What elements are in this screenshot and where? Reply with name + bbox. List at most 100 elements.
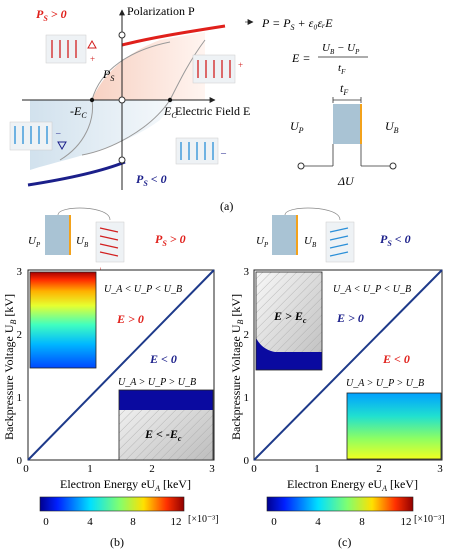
c-cbar-tick-0: 0 [271, 516, 277, 528]
b-cbar-tick-0: 0 [43, 516, 49, 528]
panel-c: – UP UB PS < 0 E > Ec U_A < U_P < U_B E … [229, 207, 445, 549]
c-ylabel: Backpressure Voltage UB [kV] [229, 294, 245, 440]
domain-thumb-up-right: + [192, 54, 243, 84]
b-up-label: UP [28, 235, 41, 249]
c-inset-colormap [346, 392, 442, 460]
c-e-neg: E < 0 [382, 352, 410, 366]
circuit-up-label: UP [290, 119, 304, 135]
c-ytick-2: 2 [244, 329, 250, 341]
positive-ps-branch [121, 24, 226, 47]
hysteresis-lower-fill [30, 100, 175, 170]
c-inset-label: E > Ec [273, 309, 307, 325]
hysteresis-branch-3 [59, 99, 94, 161]
c-ytick-3: 3 [244, 266, 250, 278]
b-inset-colormap [29, 271, 97, 369]
c-ineq-bottom: U_A > U_P > U_B [346, 378, 424, 389]
b-cbar-tick-1: 4 [87, 516, 93, 528]
panel-a-label: (a) [220, 199, 233, 213]
equation-polarization: P = PS + ε₀εᵣE [261, 16, 333, 32]
c-ticks: 0 1 2 3 0 1 2 3 [244, 266, 444, 475]
point-neg-ec [89, 97, 95, 103]
svg-text:–: – [220, 148, 227, 159]
b-ps-label: PS > 0 [155, 232, 186, 248]
c-ps-label: PS < 0 [380, 232, 411, 248]
point-ps-top [118, 31, 126, 39]
panel-c-label: (c) [338, 535, 351, 549]
panel-a: + + – [9, 4, 399, 213]
b-inset-hatched: E < -Ec [118, 389, 214, 461]
circuit-diagram: tF UP UB ΔU [290, 81, 399, 188]
domain-thumb-down-right: – [175, 137, 227, 165]
c-domain-arrows [329, 227, 349, 257]
ec-label: EC [163, 104, 177, 120]
efield-label: Electric Field E [175, 104, 250, 118]
c-cbar-tick-1: 4 [315, 516, 321, 528]
svg-text:+: + [90, 54, 95, 64]
ferroelectric-film [333, 104, 361, 144]
c-ferroelectric-film [272, 215, 297, 255]
b-colorbar [39, 496, 185, 512]
c-colorbar [266, 496, 414, 512]
b-xtick-2: 2 [149, 463, 155, 475]
b-ytick-1: 1 [17, 392, 23, 404]
domain-thumb-up: + [45, 34, 97, 64]
c-cbar-tick-3: 12 [401, 516, 412, 528]
c-inset-hatched: E > Ec [255, 271, 323, 371]
b-ub-label: UB [76, 235, 89, 249]
panel-b: + UP UB PS > 0 E < -Ec U_A < U_P < U_B E… [2, 207, 219, 549]
hysteresis-branch-1 [91, 41, 171, 101]
point-ec [167, 97, 173, 103]
c-e-pos: E > 0 [336, 311, 364, 325]
b-xtick-3: 3 [209, 463, 215, 475]
point-origin [118, 96, 126, 104]
b-ytick-0: 0 [17, 455, 23, 467]
c-colorbar-unit: [×10⁻³] [414, 514, 445, 525]
c-zoom-connector [284, 207, 341, 221]
c-ub-label: UB [304, 235, 317, 249]
point-ps-bottom [118, 156, 126, 164]
equation-field-lhs: E = [291, 51, 310, 65]
terminal-left [297, 162, 305, 170]
ps-positive-label: PS > 0 [36, 7, 67, 23]
c-ytick-1: 1 [244, 392, 250, 404]
negative-ps-branch [27, 160, 126, 187]
c-xtick-1: 1 [314, 463, 320, 475]
c-xlabel: Electron Energy eUA [keV] [287, 477, 418, 493]
svg-text:–: – [55, 128, 61, 138]
b-e-neg: E < 0 [149, 352, 177, 366]
equation-field-num: UB − UP [322, 42, 360, 56]
svg-text:+: + [238, 60, 243, 70]
b-ytick-2: 2 [17, 329, 23, 341]
c-colorbar-ticks: 0 4 8 12 [271, 516, 411, 528]
b-inset-label: E < -Ec [144, 427, 182, 443]
b-xtick-0: 0 [23, 463, 29, 475]
b-cbar-tick-3: 12 [171, 516, 182, 528]
b-xlabel: Electron Energy eUA [keV] [60, 477, 191, 493]
circuit-ub-label: UB [385, 119, 399, 135]
b-ineq-bottom: U_A > U_P > U_B [118, 377, 196, 388]
c-ytick-0: 0 [244, 455, 250, 467]
equation-field-den: tF [338, 62, 346, 76]
hysteresis-upper-fill [92, 32, 205, 100]
c-ineq-top: U_A < U_P < U_B [333, 284, 411, 295]
b-ytick-3: 3 [17, 266, 23, 278]
b-ylabel: Backpressure Voltage UB [kV] [2, 294, 18, 440]
c-diagonal [253, 269, 443, 461]
circuit-tf-label: tF [340, 81, 348, 97]
b-diagonal [27, 269, 215, 461]
b-colorbar-ticks: 0 4 8 12 [43, 516, 181, 528]
c-up-label: UP [256, 235, 269, 249]
c-xtick-2: 2 [376, 463, 382, 475]
b-e-pos: E > 0 [116, 312, 144, 326]
c-xtick-3: 3 [437, 463, 443, 475]
neg-ec-label: -EC [70, 104, 87, 120]
b-colorbar-unit: [×10⁻³] [188, 514, 219, 525]
b-cbar-tick-2: 8 [130, 516, 136, 528]
ps-center-label: PS [102, 67, 114, 83]
b-ferroelectric-film [45, 215, 70, 255]
b-domain-arrows [99, 227, 119, 257]
ps-negative-label: PS < 0 [136, 172, 167, 188]
b-ticks: 0 1 2 3 0 1 2 3 [17, 266, 216, 475]
domain-thumb-down: – [9, 121, 67, 151]
